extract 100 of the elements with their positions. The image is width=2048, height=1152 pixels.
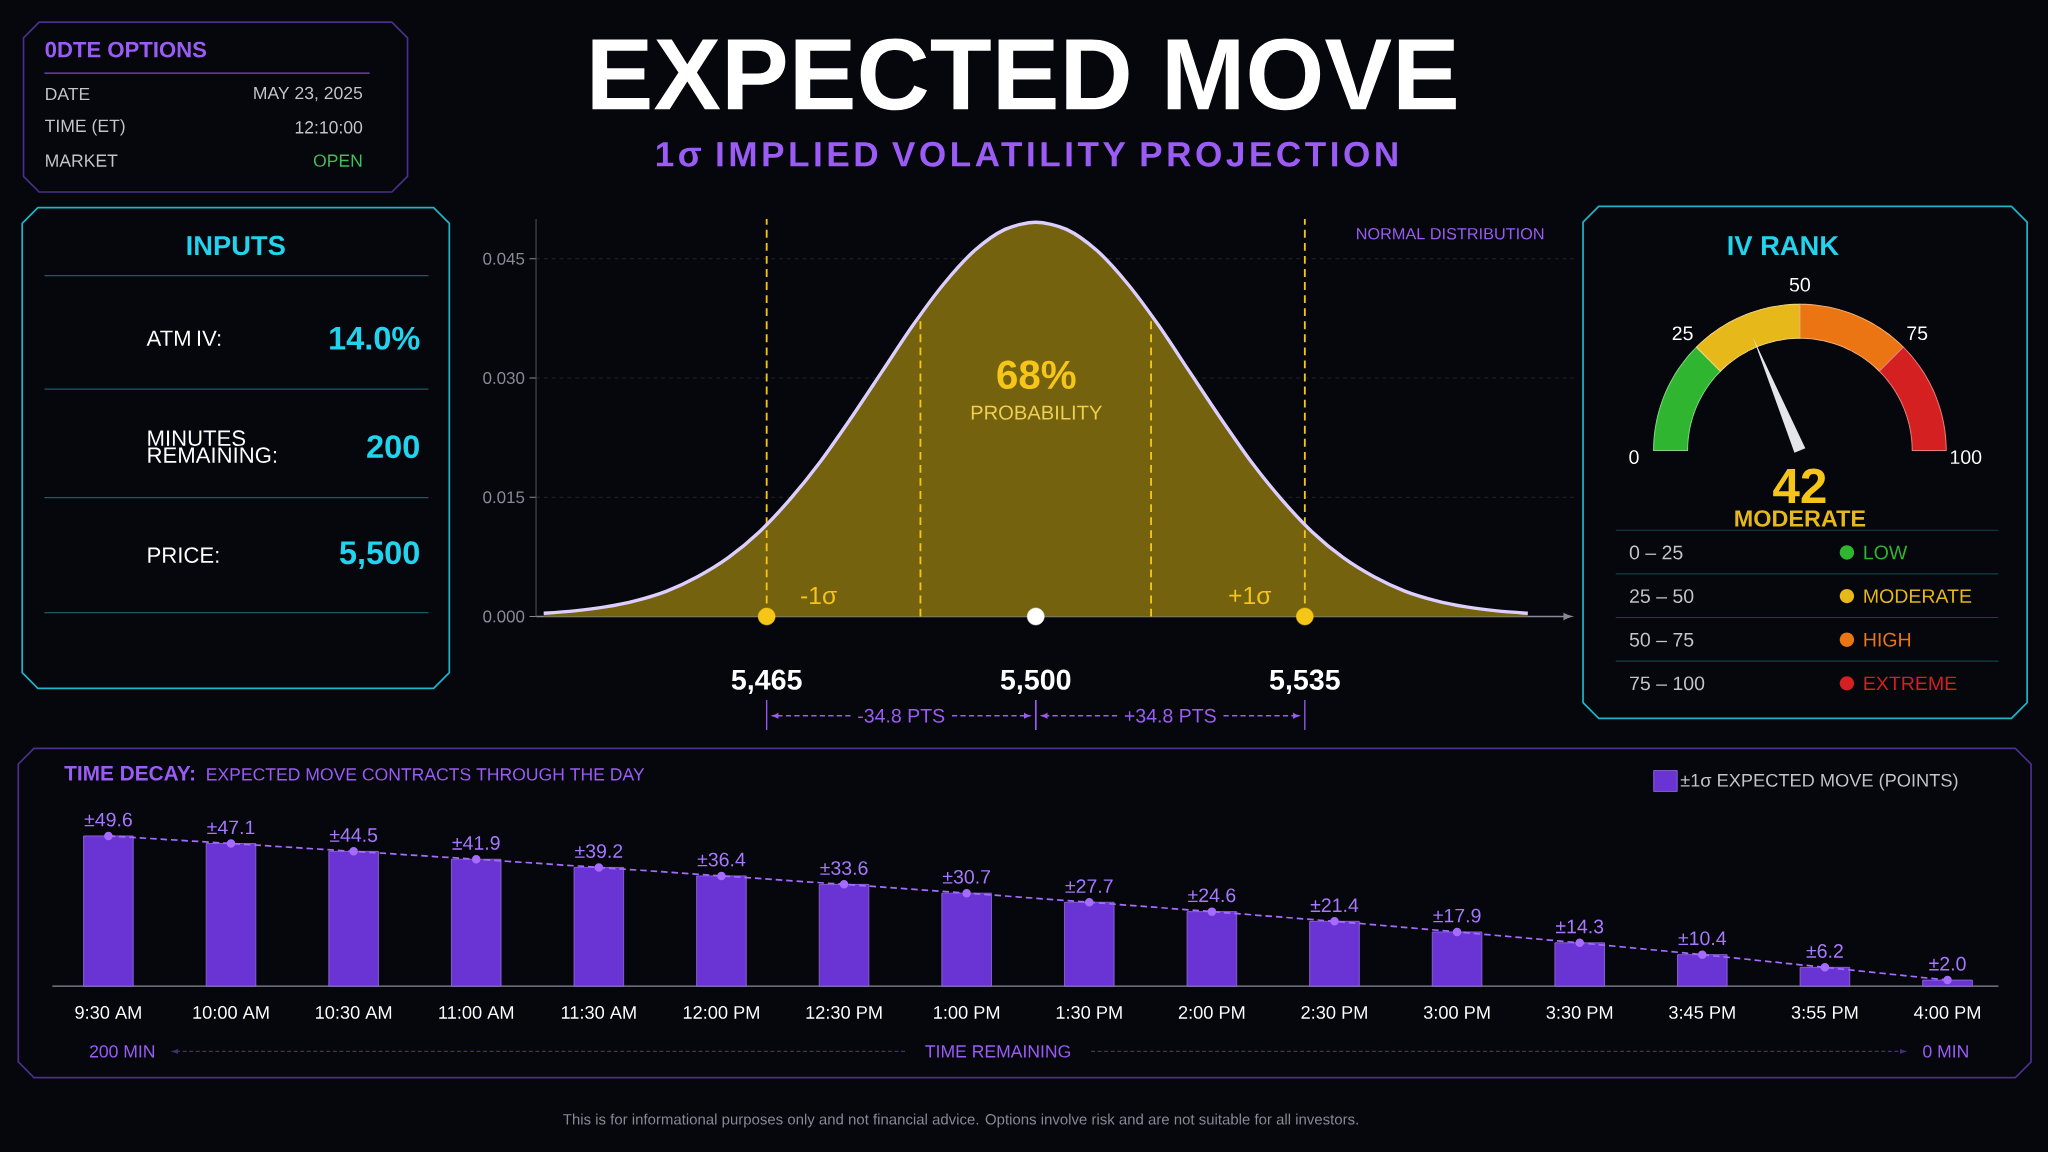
annotation: PROBABILITY: [971, 405, 1102, 420]
point: [594, 863, 604, 872]
bar: [1799, 966, 1851, 987]
x-tick-label: 3:45 PM: [1669, 1005, 1735, 1019]
bar: [83, 835, 134, 987]
x-tick-label: 11:00 AM: [439, 1005, 514, 1019]
bar: [451, 858, 502, 987]
text: 25 – 50: [1630, 589, 1694, 603]
x-tick-label: 5,535: [1269, 669, 1340, 694]
data-label: ±36.4: [697, 852, 746, 867]
chart-title: IV RANK: [1728, 236, 1839, 255]
data-label: ±24.6: [1188, 888, 1236, 903]
text: 75 – 100: [1630, 676, 1705, 691]
data-label: ±17.9: [1433, 908, 1481, 923]
point: [962, 888, 971, 898]
point: [1085, 897, 1094, 907]
text: TIME REMAINING: [925, 1045, 1070, 1058]
data-label: ±39.2: [575, 844, 623, 858]
point: [349, 847, 358, 856]
x-tick-label: 3:30 PM: [1546, 1005, 1613, 1019]
annotation: 68%: [997, 360, 1076, 390]
legend-label: MODERATE: [1864, 589, 1972, 603]
text: 50: [1789, 277, 1810, 292]
annotation: NORMAL DISTRIBUTION: [1357, 227, 1544, 240]
bar: [1677, 954, 1728, 987]
text: This is for informational purposes only and not financial advice. Options involve risk and are not suitable for all investors.: [563, 1113, 1358, 1128]
bar: [1554, 942, 1605, 987]
text: +34.8 PTS: [1124, 708, 1216, 723]
bar: [1922, 979, 1973, 987]
point: [1820, 963, 1830, 972]
chart-title: TIME DECAY:: [64, 765, 195, 781]
x-tick-label: 4:00 PM: [1914, 1005, 1980, 1019]
text: DATE: [46, 87, 90, 101]
text: INPUTS: [187, 235, 285, 256]
data-label: ±2.0: [1929, 956, 1966, 971]
data-label: ±47.1: [207, 820, 255, 835]
x-tick-label: 5,465: [731, 669, 802, 694]
text: 0: [1629, 450, 1639, 465]
text: ATM IV:: [146, 330, 221, 346]
y-tick-label: 0.045: [483, 252, 525, 265]
text: 14.0%: [330, 326, 420, 350]
text: 0DTE OPTIONS: [45, 41, 207, 58]
text: 100: [1950, 450, 1982, 465]
text: TIME (ET): [45, 119, 125, 136]
x-tick-label: 12:30 PM: [806, 1005, 882, 1019]
bar: [573, 867, 625, 987]
chart-subtitle: 1σ IMPLIED VOLATILITY PROJECTION: [656, 141, 1397, 167]
text: 5,500: [339, 541, 419, 569]
bar: [1431, 931, 1483, 987]
x-tick-label: 1:00 PM: [934, 1005, 1000, 1019]
point: [226, 839, 236, 848]
y-tick-label: 0.030: [483, 372, 525, 384]
chart-subtitle: EXPECTED MOVE CONTRACTS THROUGH THE DAY: [207, 768, 645, 781]
text: 0 – 25: [1629, 545, 1683, 560]
x-tick-label: 10:30 AM: [316, 1005, 392, 1019]
point: [104, 831, 113, 841]
x-tick-label: 5,500: [1000, 669, 1071, 694]
ref-line-label: +1σ: [1229, 586, 1272, 605]
bar: [941, 892, 992, 987]
data-label: ±21.4: [1310, 898, 1359, 912]
x-tick-label: 12:00 PM: [683, 1005, 759, 1019]
point: [1943, 975, 1952, 985]
bar: [1064, 901, 1115, 987]
text: -34.8 PTS: [858, 708, 945, 723]
data-label: ±44.5: [329, 828, 378, 842]
y-tick-label: 0.000: [483, 610, 525, 623]
data-label: ±14.3: [1555, 919, 1604, 934]
legend-label: LOW: [1864, 545, 1908, 560]
x-tick-label: 11:30 AM: [561, 1005, 636, 1019]
data-label: ±30.7: [942, 869, 991, 884]
text: MARKET: [46, 154, 118, 167]
x-tick-label: 1:30 PM: [1056, 1005, 1122, 1019]
text: 12:10:00: [295, 121, 363, 134]
point: [839, 880, 849, 889]
y-tick-label: 0.015: [483, 491, 525, 504]
data-label: ±27.7: [1065, 879, 1113, 893]
point: [1207, 907, 1217, 916]
text: OPEN: [313, 154, 362, 167]
point: [471, 854, 481, 864]
x-tick-label: 2:00 PM: [1178, 1005, 1245, 1019]
bar: [205, 843, 257, 987]
text: 25: [1672, 326, 1693, 341]
x-tick-label: 3:00 PM: [1423, 1005, 1490, 1019]
text: MODERATE: [1735, 510, 1866, 527]
data-label: ±6.2: [1806, 944, 1843, 958]
legend-label: EXTREME: [1864, 676, 1957, 691]
point: [717, 871, 726, 881]
x-tick-label: 3:55 PM: [1791, 1005, 1858, 1019]
data-label: ±49.6: [84, 812, 132, 827]
text: 42: [1773, 468, 1826, 504]
x-tick-label: 2:30 PM: [1301, 1005, 1367, 1019]
text: 0 MIN: [1923, 1045, 1968, 1058]
text: PRICE:: [148, 547, 219, 563]
x-tick-label: 9:30 AM: [75, 1005, 141, 1019]
bar: [1186, 911, 1238, 987]
bar: [818, 883, 870, 987]
point: [1575, 938, 1584, 948]
text: 200: [367, 435, 419, 459]
data-label: ±41.9: [452, 836, 500, 850]
x-tick-label: 10:00 AM: [193, 1005, 269, 1019]
